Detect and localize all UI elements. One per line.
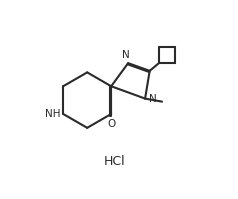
Text: HCl: HCl bbox=[104, 155, 126, 168]
Text: O: O bbox=[107, 119, 115, 129]
Text: N: N bbox=[149, 94, 157, 103]
Text: NH: NH bbox=[45, 109, 60, 119]
Text: N: N bbox=[122, 51, 130, 60]
